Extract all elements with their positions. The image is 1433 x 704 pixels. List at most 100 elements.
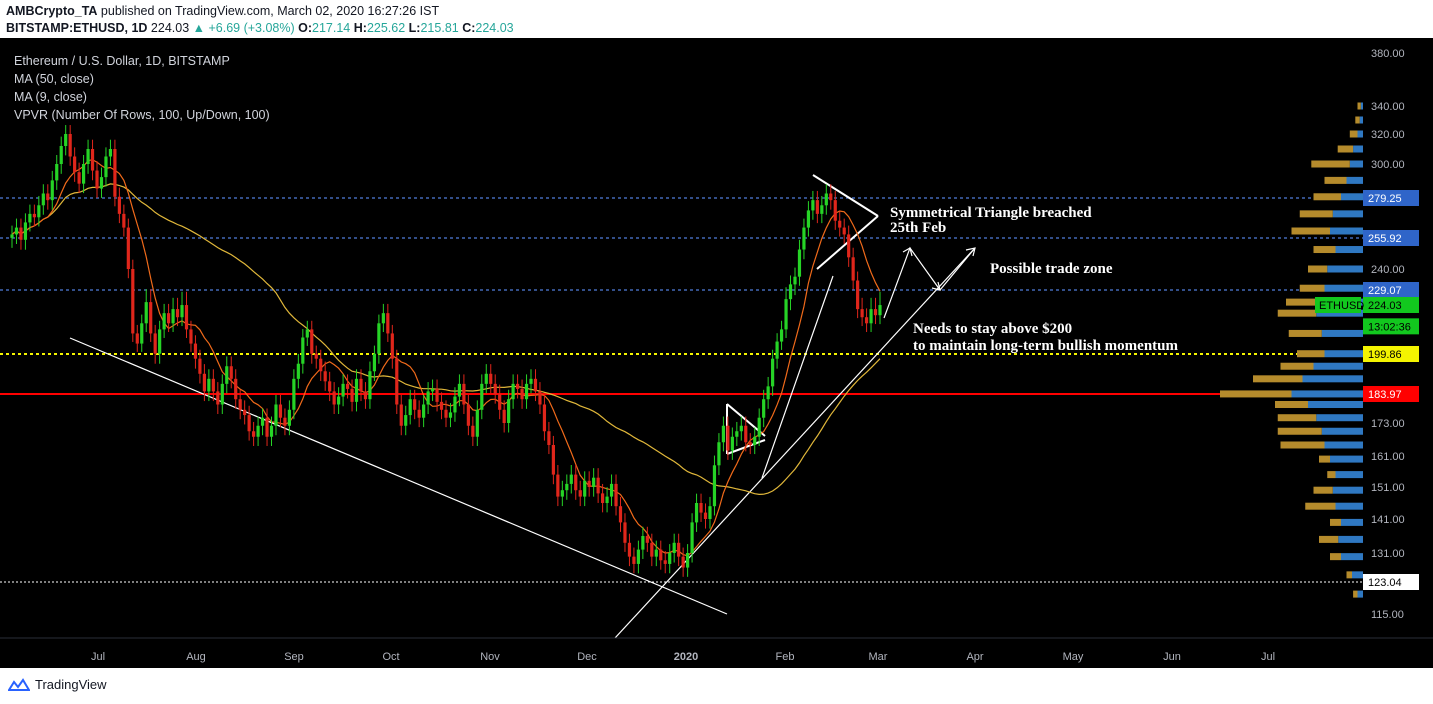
vpvr-up-bar-1 <box>1359 116 1363 124</box>
candle-body-105 <box>480 383 484 410</box>
x-tick-label-5: Dec <box>577 651 597 663</box>
candle-body-169 <box>766 386 770 400</box>
candle-body-34 <box>162 313 166 330</box>
x-tick-label-7: Feb <box>776 651 795 663</box>
x-tick-label-10: May <box>1063 651 1084 663</box>
vpvr-up-bar-14 <box>1321 329 1363 337</box>
candle-body-13 <box>68 134 72 157</box>
legend-ma50[interactable]: MA (50, close) <box>14 72 94 86</box>
candle-body-108 <box>493 383 497 394</box>
candle-body-153 <box>694 503 699 523</box>
vpvr-up-bar-15 <box>1324 350 1363 358</box>
candle-body-79 <box>363 391 368 400</box>
candle-body-116 <box>529 378 533 384</box>
candle-body-113 <box>515 383 520 389</box>
time-axis: Jul Aug Sep Oct Nov Dec 2020 Feb Mar Apr May Jun Jul <box>0 637 1433 663</box>
candle-body-58 <box>269 425 274 437</box>
price-tag-label-4: 13:02:36 <box>1368 321 1411 333</box>
projection-arrow-head-2 <box>931 281 941 291</box>
vpvr-down-bar-11 <box>1299 284 1325 292</box>
close-value: 224.03 <box>475 21 514 35</box>
candle-body-149 <box>677 542 681 557</box>
tradingview-logo[interactable]: TradingView <box>8 677 107 692</box>
candle-body-2 <box>19 227 23 240</box>
candle-body-87 <box>399 404 403 426</box>
candle-body-176 <box>797 249 802 277</box>
symbol-tag-label: ETHUSD <box>1319 300 1364 312</box>
candle-body-127 <box>578 490 582 497</box>
y-tick-label-8: 141.00 <box>1371 514 1405 526</box>
vpvr-down-bar-19 <box>1275 400 1308 408</box>
candle-body-39 <box>184 305 189 330</box>
candle-body-145 <box>659 549 663 561</box>
candle-body-50 <box>234 378 238 400</box>
vpvr-up-bar-7 <box>1332 210 1363 218</box>
horizontal-levels <box>0 197 1363 583</box>
candle-body-37 <box>175 309 180 318</box>
candle-body-175 <box>793 276 797 285</box>
vpvr-up-bar-4 <box>1349 160 1363 168</box>
vpvr-up-bar-21 <box>1321 427 1363 435</box>
candle-body-74 <box>341 383 345 397</box>
candle-body-63 <box>292 378 296 410</box>
ma50-line <box>11 183 881 496</box>
x-tick-label-12: Jul <box>1261 651 1275 663</box>
candle-body-28 <box>135 333 139 344</box>
candle-body-172 <box>779 329 784 342</box>
candle-body-188 <box>851 257 855 281</box>
candle-body-99 <box>453 396 457 413</box>
candle-body-135 <box>614 483 618 507</box>
candle-body-194 <box>878 305 882 316</box>
vpvr-down-bar-28 <box>1319 535 1339 543</box>
candle-body-24 <box>117 196 121 214</box>
vpvr-down-bar-1 <box>1355 116 1360 124</box>
vpvr-down-bar-29 <box>1330 553 1341 561</box>
x-tick-label-8: Mar <box>869 651 888 663</box>
legend-vpvr[interactable]: VPVR (Number Of Rows, 100, Up/Down, 100) <box>14 108 270 122</box>
price-axis: 380.00 340.00 320.00 300.00 240.00 173.00 161.… <box>1315 38 1433 668</box>
candle-body-129 <box>587 480 591 487</box>
candle-body-97 <box>444 409 448 418</box>
price-tag-bg-6 <box>1363 386 1419 402</box>
vpvr-up-bar-9 <box>1335 246 1363 254</box>
candle-body-81 <box>372 353 377 372</box>
candle-body-71 <box>328 381 332 392</box>
publisher-name[interactable]: AMBCrypto_TA <box>6 4 98 18</box>
vpvr-down-bar-10 <box>1308 265 1328 273</box>
candle-body-7 <box>41 193 45 206</box>
y-tick-label-0: 380.00 <box>1371 48 1405 60</box>
candle-body-62 <box>287 409 292 426</box>
open-value: 217.14 <box>312 21 351 35</box>
y-tick-label-6: 161.00 <box>1371 451 1405 463</box>
candle-body-141 <box>641 536 645 550</box>
candle-body-73 <box>337 396 341 405</box>
annotation-3: Needs to stay above $200 <box>913 321 1072 337</box>
candle-body-120 <box>547 431 551 445</box>
vpvr-up-bar-17 <box>1302 375 1363 383</box>
y-tick-label-4: 240.00 <box>1371 264 1405 276</box>
candle-body-103 <box>471 425 475 437</box>
chart-footer: TradingView <box>0 668 1433 704</box>
candle-body-137 <box>623 522 627 543</box>
candle-body-70 <box>323 371 327 382</box>
candle-body-21 <box>104 156 108 178</box>
low-value: 215.81 <box>420 21 459 35</box>
annotation-1: 25th Feb <box>890 220 946 236</box>
candle-body-144 <box>654 549 658 557</box>
candle-body-93 <box>426 391 430 405</box>
candle-body-64 <box>296 363 300 379</box>
ohlc-line: BITSTAMP:ETHUSD, 1D 224.03 ▲ +6.69 (+3.0… <box>6 21 514 35</box>
vpvr-down-bar-5 <box>1324 176 1347 184</box>
candle-body-147 <box>668 553 672 564</box>
candle-body-156 <box>708 506 712 519</box>
vpvr-down-bar-13 <box>1277 309 1317 317</box>
chart-area[interactable]: Symmetrical Triangle breached 25th Feb Pos… <box>0 38 1433 668</box>
candle-body-154 <box>699 503 703 513</box>
candle-body-67 <box>310 329 314 354</box>
candle-body-184 <box>833 200 837 221</box>
candle-body-31 <box>149 302 153 334</box>
candle-body-174 <box>788 284 793 300</box>
legend-ma9[interactable]: MA (9, close) <box>14 90 87 104</box>
triangle-top-line <box>812 174 879 217</box>
